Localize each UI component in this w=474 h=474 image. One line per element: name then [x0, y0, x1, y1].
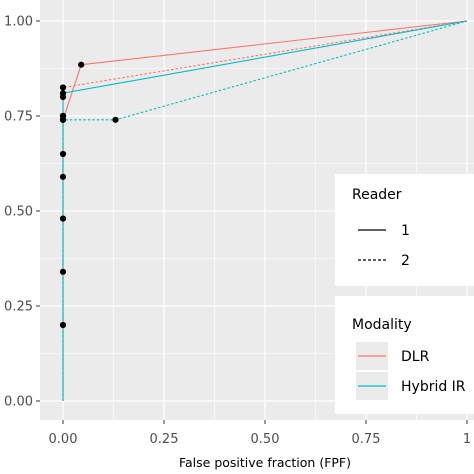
data-point [78, 61, 85, 68]
data-point [59, 321, 67, 329]
data-point [59, 173, 67, 180]
marker-group [59, 61, 119, 329]
data-point [59, 116, 67, 123]
x-tick-label: 0.75 [352, 432, 381, 447]
x-tick-label: 0.25 [150, 432, 179, 447]
y-tick-label: 0.75 [4, 110, 33, 125]
legend-label-reader-1: 1 [401, 223, 410, 239]
x-axis-title: False positive fraction (FPF) [179, 455, 351, 470]
series-line-hybrid-ir-reader-1 [62, 20, 468, 401]
legend-label-hybrid-ir: Hybrid IR [401, 379, 466, 395]
data-point [59, 90, 67, 97]
legend-modality-title: Modality [352, 317, 412, 333]
axis-ticks: 0.00 0.25 0.50 0.75 1 0.00 0.25 0.50 0.75 1.00 [4, 15, 471, 448]
x-tick-label: 0.00 [49, 432, 78, 447]
y-tick-label: 1.00 [4, 15, 33, 30]
data-point [59, 150, 67, 158]
x-tick-label: 1 [463, 432, 471, 447]
data-point [112, 116, 119, 123]
data-point [59, 84, 67, 91]
legend-modality: Modality DLR Hybrid IR [335, 296, 474, 414]
legend-reader: Reader 1 2 [335, 174, 474, 286]
legend-label-reader-2: 2 [401, 253, 410, 269]
legend-reader-title: Reader [352, 187, 402, 203]
legend-label-dlr: DLR [401, 349, 430, 365]
grid-lines [40, 0, 474, 420]
y-tick-label: 0.00 [4, 395, 33, 410]
y-tick-label: 0.50 [4, 205, 33, 220]
data-point [59, 215, 67, 222]
data-point [59, 268, 67, 275]
x-tick-label: 0.50 [251, 432, 280, 447]
y-tick-label: 0.25 [4, 300, 33, 315]
